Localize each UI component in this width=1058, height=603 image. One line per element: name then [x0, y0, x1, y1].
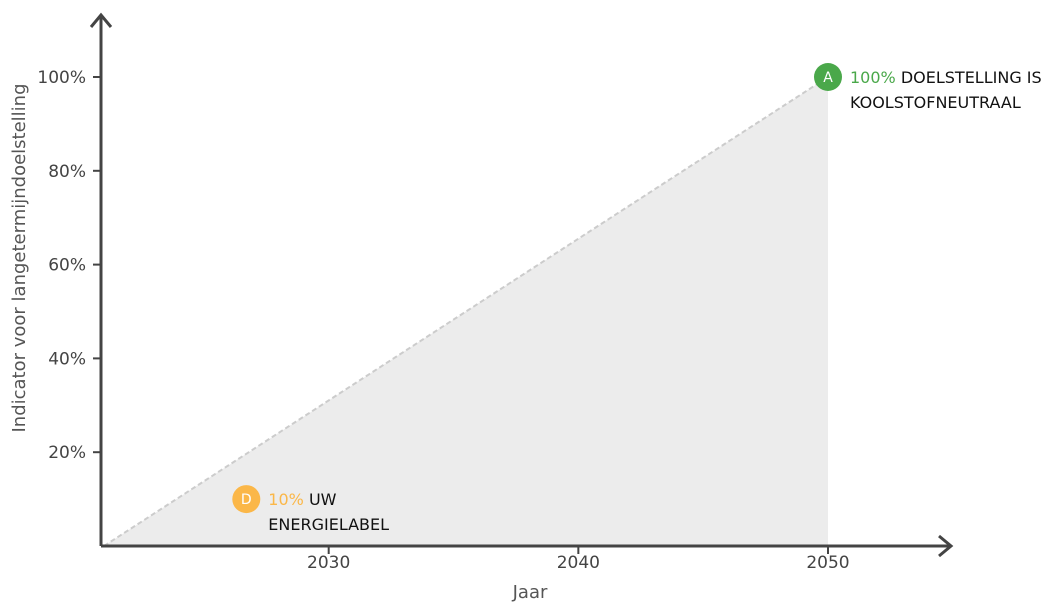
ticks-layer: 2030 2040 2050 20% 40% 60% 80% 100% [37, 68, 849, 573]
y-tick-label: 20% [48, 443, 86, 463]
y-axis-arrow [89, 12, 113, 28]
point-value-text: 100% [850, 68, 901, 87]
point-annotation: 100% DOELSTELLING IS [850, 68, 1042, 87]
point-label-line: UW [309, 490, 337, 509]
point-badge-letter: D [241, 492, 252, 508]
point-label-line: KOOLSTOFNEUTRAAL [850, 93, 1021, 112]
points-layer: D 10% UW ENERGIELABEL A 100% DOELSTELLING IS… [232, 63, 1042, 534]
series-area [104, 77, 828, 546]
point-annotation: 10% UW [268, 490, 336, 509]
axis-layer [89, 12, 954, 558]
x-axis-arrow [938, 534, 954, 558]
point-badge [232, 485, 261, 514]
point-value-text: 10% [268, 490, 309, 509]
y-tick-label: 60% [48, 256, 86, 276]
point-badge [814, 63, 842, 91]
x-tick-label: 2040 [557, 553, 600, 573]
x-tick-label: 2050 [806, 553, 849, 573]
point-label-line: DOELSTELLING IS [901, 68, 1042, 87]
y-tick-label: 80% [48, 162, 86, 182]
x-tick-label: 2030 [307, 553, 350, 573]
y-axis-title: Indicator voor langetermijndoelstelling [9, 83, 30, 432]
area-layer [103, 76, 829, 547]
y-tick-label: 100% [37, 68, 86, 88]
point-badge-letter: A [823, 70, 833, 86]
point-label-line: ENERGIELABEL [268, 515, 389, 534]
y-tick-label: 40% [48, 349, 86, 369]
x-axis-title: Jaar [512, 582, 548, 603]
